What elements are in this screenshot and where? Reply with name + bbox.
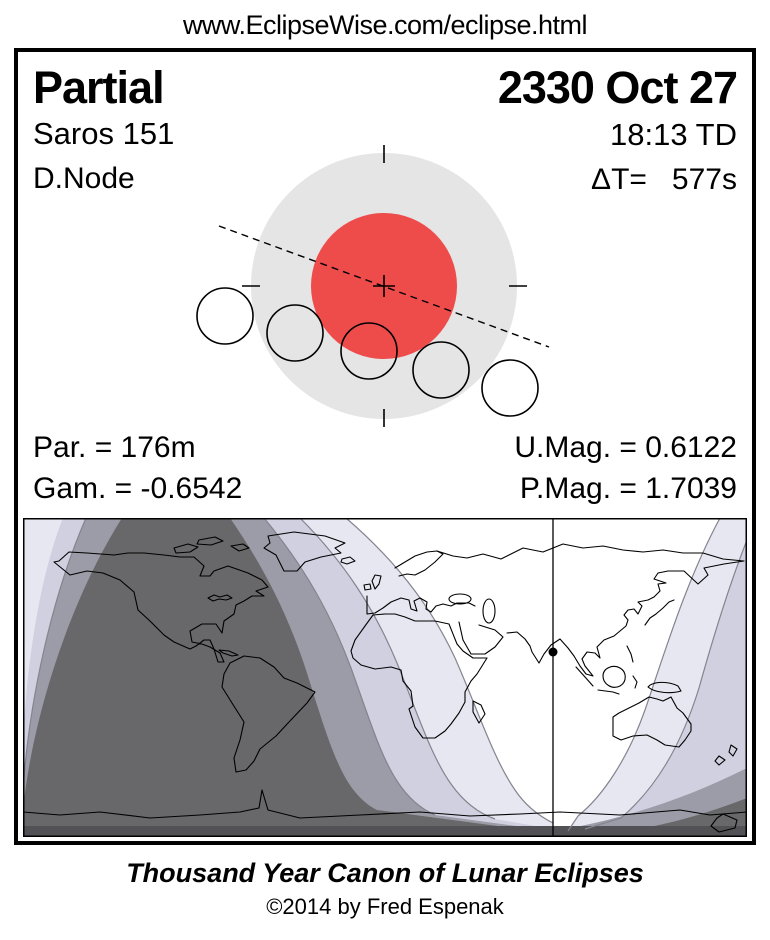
moon-circle-contact3 (412, 341, 470, 399)
british-isles (363, 574, 382, 591)
copyright-line: ©2014 by Fred Espenak (266, 894, 504, 919)
visibility-bands (23, 518, 747, 837)
shadow-center-cross (373, 275, 395, 297)
cuba (218, 649, 239, 657)
japan (644, 599, 675, 626)
scandinavia-coast (394, 550, 444, 577)
moon-circle-greatest (340, 322, 398, 380)
map-frame (23, 518, 747, 837)
africa-coast (350, 613, 488, 739)
black-sea (448, 593, 472, 605)
new-zealand (714, 744, 738, 766)
moon-path-circles (196, 287, 539, 417)
new-guinea (647, 681, 682, 694)
europe-mediterranean-coast (366, 595, 476, 615)
continent-outlines (23, 531, 747, 833)
moon-circle-p4 (481, 359, 539, 417)
caspian-sea (482, 598, 496, 624)
great-lakes (207, 594, 233, 602)
moon-circle-contact2 (266, 304, 324, 362)
canon-title: Thousand Year Canon of Lunar Eclipses (126, 858, 644, 888)
asia-north-coast (436, 543, 745, 562)
eclipse-diagram (196, 145, 550, 427)
eclipse-type-label: Partial (33, 62, 165, 113)
stat-gamma: Gam. = -0.6542 (33, 472, 243, 505)
ecliptic-dashed-line (218, 225, 550, 348)
shadow-axis-ticks (242, 145, 527, 427)
borneo (602, 665, 626, 688)
greenland-coast (263, 531, 346, 572)
node-label: D.Node (33, 162, 135, 195)
arabia-coast (458, 621, 504, 655)
zenith-point-dot (548, 647, 558, 657)
stat-umbral-magnitude: U.Mag. = 0.6122 (514, 431, 737, 464)
page-title: www.EclipseWise.com/eclipse.html (182, 10, 588, 40)
madagascar (472, 700, 486, 724)
eclipse-date: 2330 Oct 27 (497, 62, 738, 113)
stat-partial-duration: Par. = 176m (33, 431, 196, 464)
saros-label: Saros 151 (33, 116, 175, 151)
delta-t-value: ΔT= 577s (591, 163, 737, 196)
antarctica-peninsula-blob (710, 813, 738, 833)
antarctica-coast (23, 789, 747, 819)
australia-coast (612, 696, 692, 748)
stat-penumbral-magnitude: P.Mag. = 1.7039 (519, 472, 737, 505)
eclipse-time: 18:13 TD (610, 117, 737, 152)
indonesia (575, 666, 638, 695)
philippines (626, 645, 634, 663)
iceland (340, 556, 356, 565)
south-america-coast (221, 655, 316, 773)
arctic-islands (173, 536, 250, 554)
moon-circle-p1 (196, 287, 254, 345)
visibility-map (23, 518, 747, 837)
asia-south-coast (506, 560, 745, 677)
north-america-coast (53, 551, 269, 663)
